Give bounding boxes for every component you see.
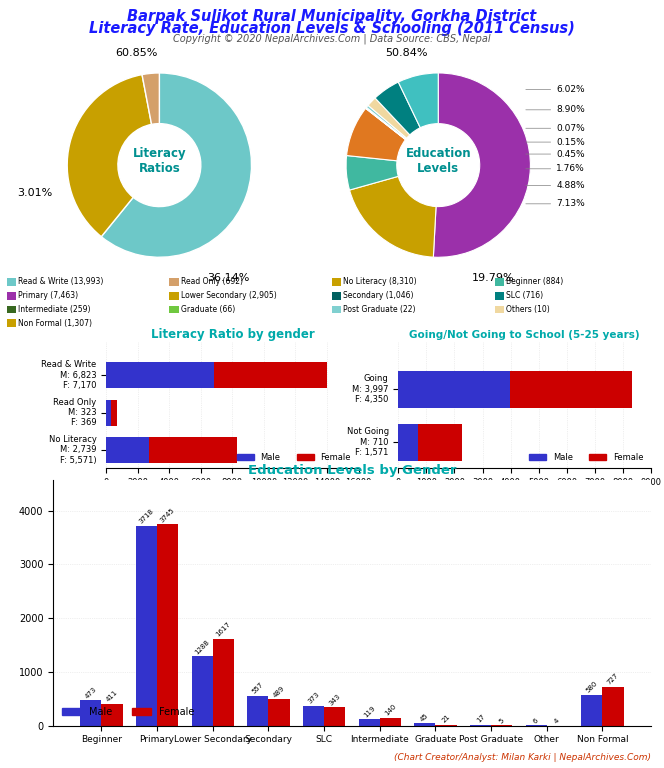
Text: 489: 489: [272, 685, 286, 698]
Bar: [212, 639, 234, 726]
Text: 21: 21: [441, 713, 452, 723]
Bar: [398, 371, 511, 408]
Text: 17: 17: [475, 713, 486, 723]
Bar: [192, 657, 212, 726]
Wedge shape: [142, 73, 159, 124]
Wedge shape: [375, 82, 420, 135]
Wedge shape: [368, 98, 410, 138]
Text: Intermediate (259): Intermediate (259): [18, 305, 90, 314]
Bar: [470, 725, 491, 726]
Text: 6: 6: [533, 717, 540, 724]
Text: Others (10): Others (10): [506, 305, 550, 314]
Bar: [581, 694, 602, 726]
Wedge shape: [102, 73, 252, 257]
Text: 1617: 1617: [215, 621, 232, 637]
Text: Read Only (692): Read Only (692): [181, 277, 242, 286]
Bar: [106, 437, 149, 463]
Text: 373: 373: [307, 691, 321, 704]
Text: 1288: 1288: [194, 638, 210, 655]
Wedge shape: [366, 108, 406, 140]
Bar: [303, 706, 324, 726]
Text: 0.45%: 0.45%: [526, 150, 585, 158]
Text: Beginner (884): Beginner (884): [506, 277, 563, 286]
Bar: [149, 437, 237, 463]
Text: Read & Write (13,993): Read & Write (13,993): [18, 277, 104, 286]
Bar: [157, 525, 178, 726]
Text: No Literacy (8,310): No Literacy (8,310): [343, 277, 417, 286]
Text: Lower Secondary (2,905): Lower Secondary (2,905): [181, 291, 276, 300]
Bar: [214, 362, 327, 389]
Text: SLC (716): SLC (716): [506, 291, 543, 300]
Bar: [418, 424, 462, 461]
Wedge shape: [349, 177, 436, 257]
Bar: [112, 399, 117, 425]
Text: 727: 727: [606, 672, 620, 686]
Title: Literacy Ratio by gender: Literacy Ratio by gender: [151, 328, 314, 340]
Bar: [436, 725, 457, 726]
Bar: [324, 707, 345, 726]
Text: (Chart Creator/Analyst: Milan Karki | NepalArchives.Com): (Chart Creator/Analyst: Milan Karki | Ne…: [394, 753, 651, 762]
Text: 580: 580: [585, 680, 599, 694]
Text: 8.90%: 8.90%: [526, 105, 585, 114]
Wedge shape: [434, 73, 531, 257]
Text: 0.07%: 0.07%: [526, 124, 585, 133]
Text: 3.01%: 3.01%: [17, 187, 52, 198]
Text: 45: 45: [420, 712, 430, 722]
Bar: [247, 696, 268, 726]
Wedge shape: [347, 108, 406, 161]
Text: 50.84%: 50.84%: [384, 48, 427, 58]
Text: 3745: 3745: [159, 506, 176, 523]
Text: 36.14%: 36.14%: [207, 273, 250, 283]
Text: 343: 343: [328, 693, 341, 707]
Text: Education
Levels: Education Levels: [406, 147, 471, 174]
Bar: [102, 703, 123, 726]
Text: 4: 4: [554, 717, 561, 724]
Text: 6.02%: 6.02%: [526, 85, 585, 94]
Text: Primary (7,463): Primary (7,463): [18, 291, 78, 300]
Bar: [380, 718, 401, 726]
Bar: [359, 720, 380, 726]
Wedge shape: [366, 108, 406, 140]
Text: Secondary (1,046): Secondary (1,046): [343, 291, 414, 300]
Title: Going/Not Going to School (5-25 years): Going/Not Going to School (5-25 years): [409, 329, 640, 339]
Text: 0.15%: 0.15%: [526, 137, 585, 147]
Legend: Male, Female: Male, Female: [526, 450, 647, 465]
Bar: [398, 424, 418, 461]
Wedge shape: [367, 105, 406, 139]
Text: Graduate (66): Graduate (66): [181, 305, 235, 314]
Text: Copyright © 2020 NepalArchives.Com | Data Source: CBS, Nepal: Copyright © 2020 NepalArchives.Com | Dat…: [173, 33, 491, 44]
Text: 5: 5: [498, 717, 505, 724]
Text: Non Formal (1,307): Non Formal (1,307): [18, 319, 92, 328]
Legend: Male, Female: Male, Female: [58, 703, 199, 721]
Text: 3718: 3718: [138, 508, 155, 525]
Text: 4.88%: 4.88%: [526, 181, 585, 190]
Text: 473: 473: [84, 686, 98, 699]
Bar: [136, 526, 157, 726]
Bar: [106, 362, 214, 389]
Bar: [106, 399, 112, 425]
Text: 7.13%: 7.13%: [526, 200, 585, 208]
Wedge shape: [398, 73, 438, 127]
Text: 19.79%: 19.79%: [472, 273, 515, 283]
Text: 60.85%: 60.85%: [115, 48, 157, 58]
Text: Post Graduate (22): Post Graduate (22): [343, 305, 416, 314]
Text: Literacy Rate, Education Levels & Schooling (2011 Census): Literacy Rate, Education Levels & School…: [89, 21, 575, 36]
Wedge shape: [67, 74, 151, 237]
Text: 140: 140: [384, 703, 397, 717]
Legend: Male, Female: Male, Female: [234, 450, 355, 465]
Title: Education Levels by Gender: Education Levels by Gender: [248, 465, 456, 478]
Text: Barpak Sulikot Rural Municipality, Gorkha District: Barpak Sulikot Rural Municipality, Gorkh…: [127, 9, 537, 25]
Bar: [80, 700, 102, 726]
Bar: [268, 700, 290, 726]
Text: 119: 119: [363, 704, 376, 718]
Text: 1.76%: 1.76%: [526, 164, 585, 174]
Wedge shape: [346, 156, 398, 190]
Bar: [511, 371, 632, 408]
Bar: [602, 687, 623, 726]
Text: 411: 411: [105, 689, 119, 703]
Bar: [414, 723, 436, 726]
Text: 557: 557: [251, 681, 265, 695]
Text: Literacy
Ratios: Literacy Ratios: [133, 147, 186, 174]
